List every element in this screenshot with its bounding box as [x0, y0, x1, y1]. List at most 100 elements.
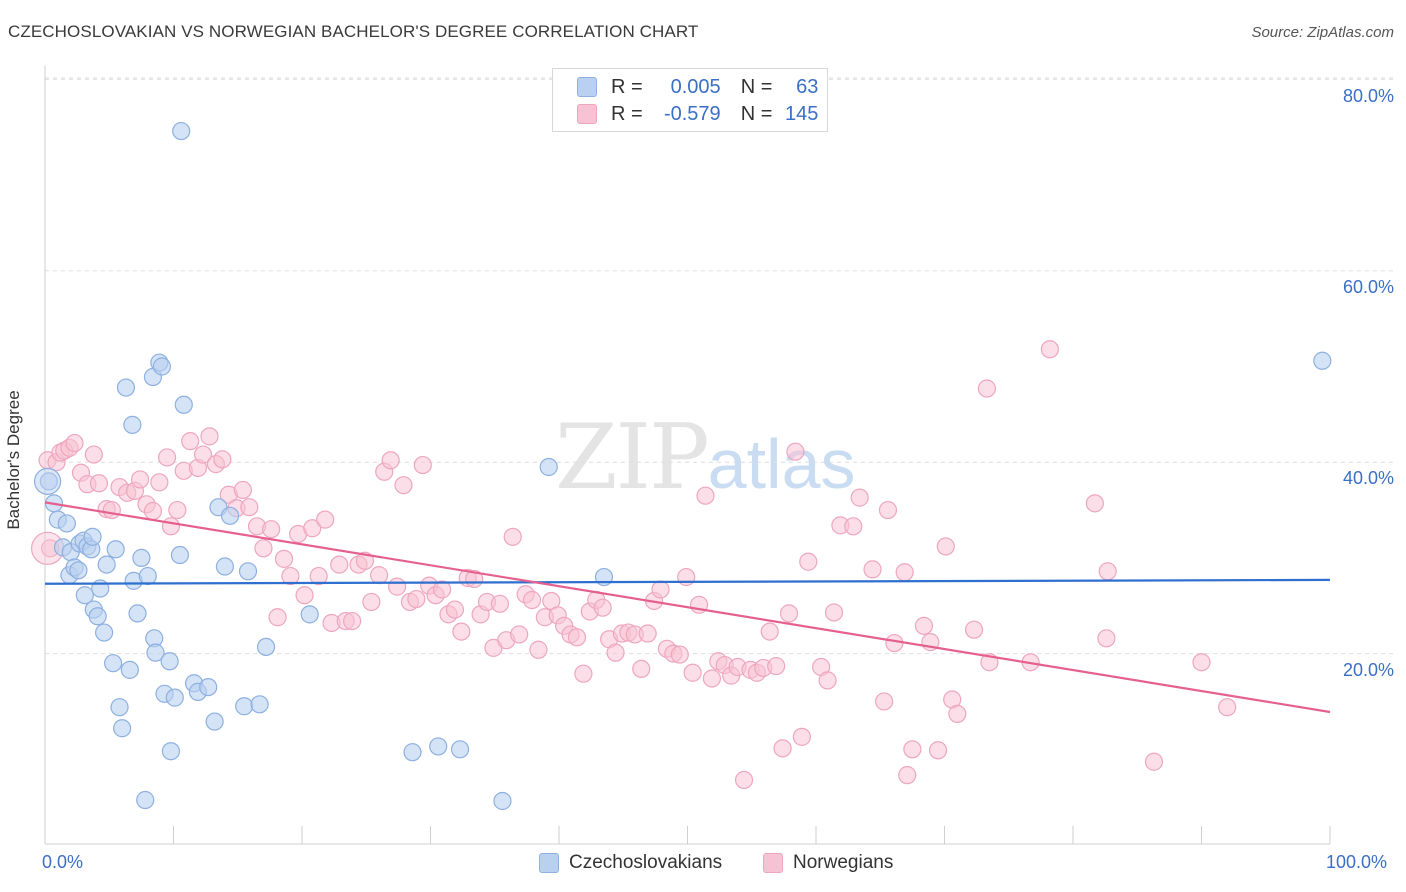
norwegians-point — [878, 500, 898, 520]
norwegians-point — [84, 445, 103, 464]
czechoslovakians-point — [95, 623, 114, 642]
czechoslovakians-point — [97, 555, 116, 574]
norwegians-point — [370, 566, 389, 585]
norwegians-point — [895, 563, 914, 582]
chart-title: CZECHOSLOVAKIAN VS NORWEGIAN BACHELOR'S … — [8, 22, 699, 41]
czechoslovakians-point — [161, 742, 181, 761]
y-tick-label-80: 80.0% — [1342, 86, 1394, 106]
norwegians-point — [1098, 562, 1117, 581]
norwegians-point — [490, 594, 509, 613]
czechoslovakians-point — [152, 357, 172, 376]
norwegians-point — [1192, 653, 1211, 672]
norwegians-point — [948, 704, 967, 723]
czechoslovakians-point — [75, 586, 94, 605]
norwegians-point — [452, 622, 471, 641]
norwegians-point — [240, 498, 259, 517]
r-value: -0.579 — [663, 102, 721, 125]
norwegians-point — [65, 433, 84, 453]
watermark-zip: ZIP — [555, 405, 710, 510]
n-value: 145 — [785, 102, 819, 125]
czechoslovakians-point — [1313, 351, 1332, 370]
czechoslovakians-point — [146, 643, 165, 662]
pink-swatch — [577, 104, 597, 124]
norwegians-point — [445, 600, 465, 619]
norwegians-point — [413, 455, 432, 475]
czechoslovakians-points — [33, 121, 1332, 811]
y-tick-label-20: 20.0% — [1342, 660, 1394, 680]
czechoslovakians-point — [138, 566, 157, 586]
norwegians-point — [773, 739, 792, 758]
czechoslovakians-point — [235, 697, 254, 716]
czechoslovakians-point — [170, 545, 190, 565]
czechoslovakians-point — [493, 791, 512, 811]
czechoslovakians-point — [112, 719, 132, 738]
norwegians-point — [898, 766, 917, 785]
norwegians-point — [863, 560, 882, 579]
czechoslovakians-point — [88, 607, 107, 626]
czechoslovakians-point — [205, 712, 224, 731]
czechoslovakians-point — [110, 698, 129, 717]
czechoslovakians-point — [238, 562, 258, 581]
norwegians-point — [316, 510, 335, 529]
czechoslovakians-point — [120, 660, 139, 679]
stats-legend: R = 0.005 N = 63 R = -0.579 N = 145 — [552, 68, 828, 132]
norwegians-point — [936, 537, 955, 556]
x-tick-label-100: 100.0% — [1326, 852, 1388, 872]
norwegians-point — [309, 566, 328, 586]
norwegians-point — [233, 480, 252, 500]
czechoslovakians-point — [220, 506, 240, 525]
watermark: ZIPatlas — [555, 405, 856, 510]
norwegians-point — [885, 633, 904, 653]
norwegians-point — [130, 470, 150, 489]
legend-item-norwegians[interactable]: Norwegians — [763, 852, 893, 874]
czechoslovakians-point — [300, 605, 319, 624]
norwegians-point — [510, 625, 529, 644]
norwegians-point — [875, 692, 894, 711]
czechoslovakians-point — [250, 695, 269, 714]
norwegians-points — [30, 340, 1237, 790]
norwegians-point — [143, 501, 163, 521]
x-tick-label-0: 0.0% — [42, 852, 84, 872]
r-value: 0.005 — [670, 75, 721, 98]
czechoslovakians-trend-line — [44, 578, 1331, 585]
czechoslovakians-point — [450, 740, 470, 759]
legend-item-czechoslovakians[interactable]: Czechoslovakians — [539, 852, 722, 874]
norwegians-point — [818, 671, 837, 690]
norwegians-point — [964, 620, 984, 639]
norwegians-point — [193, 445, 213, 464]
czechoslovakians-point — [116, 378, 136, 397]
norwegians-point — [606, 643, 625, 662]
norwegians-point — [914, 616, 934, 635]
norwegians-point — [181, 432, 200, 451]
norwegians-point — [200, 427, 219, 446]
norwegians-point — [529, 640, 548, 659]
norwegians-point — [1144, 752, 1164, 771]
norwegians-point — [157, 448, 177, 467]
norwegians-point — [779, 604, 799, 623]
stats-row-czechoslovakians: R = 0.005 N = 63 — [577, 75, 818, 99]
czechoslovakians-point — [165, 688, 184, 707]
norwegians-point — [168, 500, 187, 520]
czechoslovakians-point — [215, 557, 234, 576]
norwegians-point — [407, 589, 426, 609]
blue-swatch — [577, 77, 597, 97]
norwegians-point — [696, 486, 715, 505]
norwegians-point — [503, 527, 522, 546]
norwegians-point — [432, 580, 452, 599]
watermark-atlas: atlas — [707, 425, 856, 503]
axes — [44, 66, 1331, 845]
czechoslovakians-point — [106, 540, 125, 559]
czechoslovakians-point-cluster — [33, 467, 62, 495]
norwegians-point — [381, 451, 400, 470]
czechoslovakians-point — [123, 415, 142, 434]
norwegians-point — [977, 379, 997, 398]
blue-swatch — [539, 853, 559, 873]
norwegians-point — [824, 603, 844, 622]
norwegians-point — [254, 539, 273, 558]
norwegians-point — [632, 659, 651, 679]
norwegians-point — [760, 622, 779, 641]
norwegians-point — [89, 474, 109, 493]
norwegians-point — [734, 770, 754, 790]
norwegians-point — [799, 552, 818, 571]
